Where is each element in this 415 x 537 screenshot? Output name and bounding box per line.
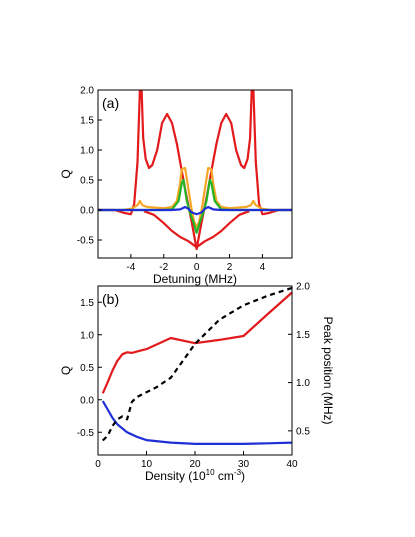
panel-b-x-axis-label-part: Density (10	[145, 469, 206, 483]
panel-a-series-line-0	[98, 90, 292, 251]
panel-b-y-tick-label: 0.0	[80, 395, 94, 406]
panel-a-y-tick-label: 2.0	[80, 86, 94, 97]
panel-a-chart: -4 -2 0 2 4 -0.5 0.0 0.5 1.0 1.5 2.0 Detuning (MHz)…	[59, 86, 293, 286]
panel-b-y-axis-label: Q	[59, 366, 73, 375]
panel-b-x-axis-label: Density (1010 cm-3)	[145, 468, 245, 483]
panel-b-series-line-2	[102, 286, 293, 442]
panel-b-x-tick-label: 30	[238, 459, 250, 470]
panel-a-x-tick-label: 2	[227, 262, 233, 273]
panel-b-y-tick-label: -0.5	[77, 428, 95, 439]
panel-a-y-tick-label: -0.5	[77, 236, 95, 247]
panel-a-series-line-4	[98, 205, 292, 216]
panel-a-series-line-1	[143, 210, 250, 249]
panel-a-frame	[97, 89, 293, 259]
panel-b-x-axis-label-superscript: -3	[234, 468, 242, 477]
panel-b-series-line-0	[101, 291, 293, 394]
panel-b-x-axis-label-part: )	[241, 469, 245, 483]
panel-b-y-tick-label: 1.0	[80, 330, 94, 341]
panel-a-x-tick-label: -2	[159, 262, 168, 273]
panel-b-label: (b)	[102, 291, 119, 307]
panel-b-right-y-tick-label: 1.5	[296, 330, 310, 341]
panel-b-series-line-1	[101, 400, 293, 445]
panel-b-x-tick-label: 20	[189, 459, 201, 470]
panel-a-label: (a)	[102, 95, 119, 111]
panel-b-right-y-axis-label: Peak position (MHz)	[321, 316, 335, 424]
panel-b-right-y-tick-label: 2.0	[296, 282, 310, 293]
panel-a-y-tick-label: 1.0	[80, 146, 94, 157]
panel-a-y-tick-label: 0.0	[80, 206, 94, 217]
panel-a-x-tick-label: 4	[260, 262, 266, 273]
panel-b-right-y-tick-label: 1.0	[296, 378, 310, 389]
panel-b-frame	[97, 285, 293, 456]
panel-b-x-axis-label-part: cm	[215, 469, 234, 483]
panel-a-y-tick-label: 1.5	[80, 116, 94, 127]
panel-a-series-line-3	[98, 178, 292, 234]
panel-a-y-axis-label: Q	[59, 169, 73, 178]
panel-b-chart: 0 10 20 30 40 -0.5 0.0 0.5 1.0 1.5 0.5 1.0 1.5 2.0 Den…	[59, 282, 335, 484]
panel-b-x-tick-label: 0	[95, 459, 101, 470]
panel-a-x-tick-label: -4	[126, 262, 135, 273]
panel-b-right-y-tick-label: 0.5	[296, 426, 310, 437]
panel-a-y-tick-label: 0.5	[80, 176, 94, 187]
panel-b-x-tick-label: 40	[286, 459, 298, 470]
panel-b-y-tick-label: 1.5	[80, 298, 94, 309]
panel-b-x-tick-label: 10	[141, 459, 153, 470]
panel-a-x-tick-label: 0	[194, 262, 200, 273]
panel-b-x-axis-label-superscript: 10	[206, 468, 215, 477]
panel-b-y-tick-label: 0.5	[80, 363, 94, 374]
panel-a-x-axis-label: Detuning (MHz)	[153, 272, 237, 286]
panel-a-series-line-2	[98, 166, 292, 228]
